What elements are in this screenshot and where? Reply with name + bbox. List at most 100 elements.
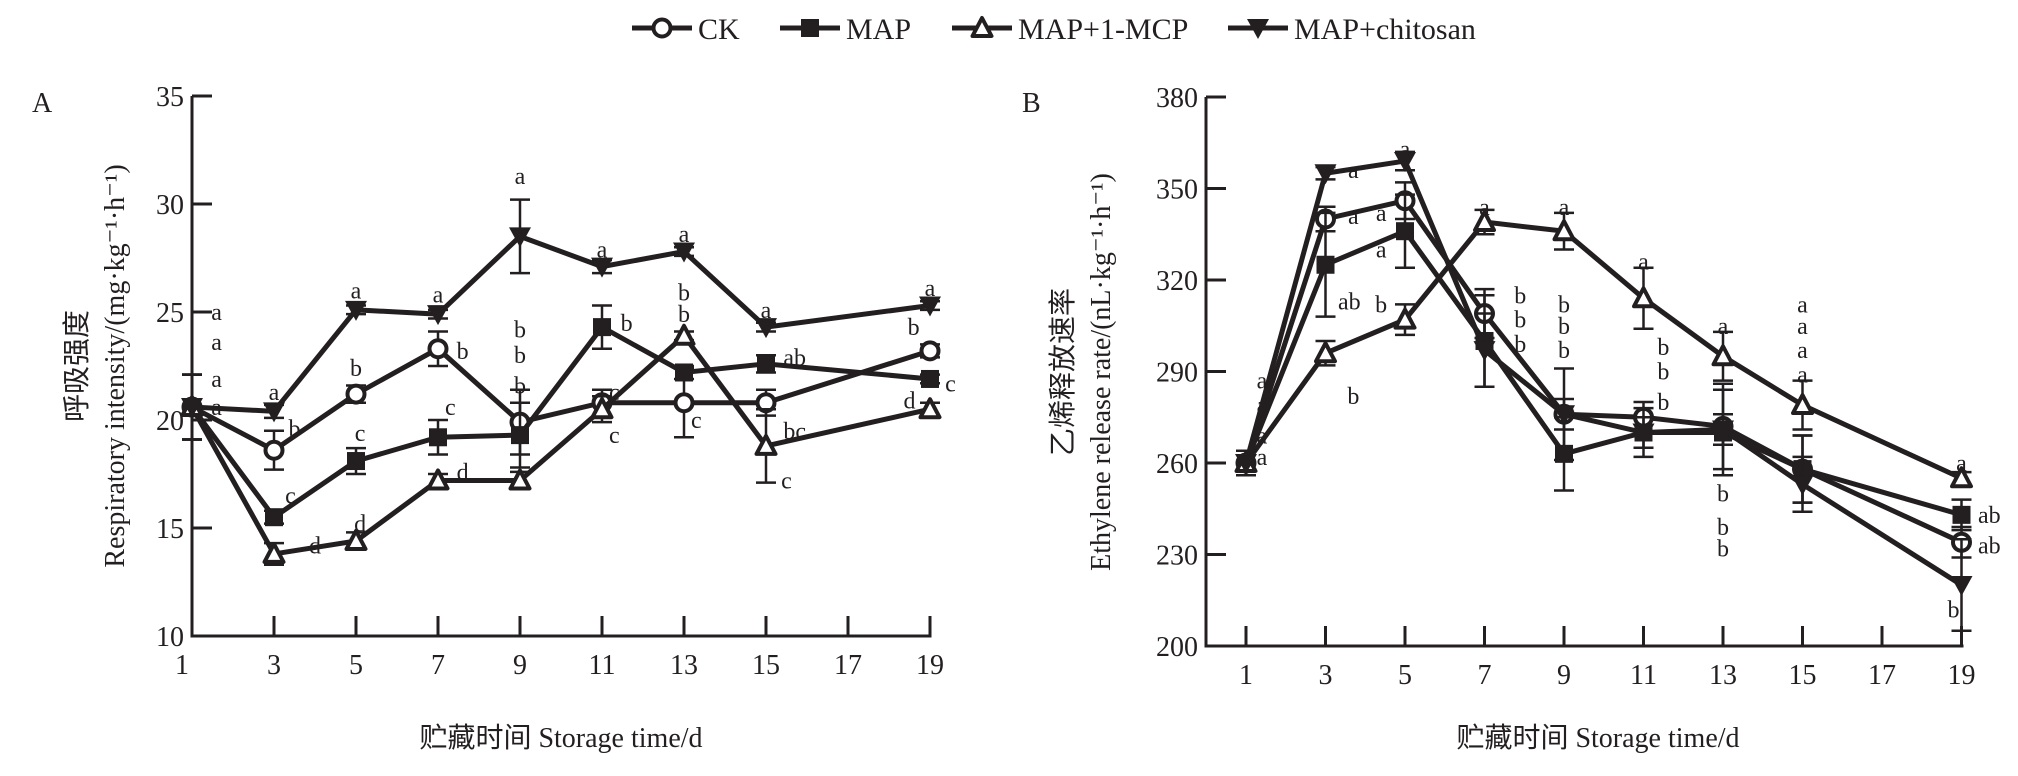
x-axis-title-b: 贮藏时间 Storage time/d [1456,722,1739,754]
series-ck [181,330,941,471]
y-tick-label: 290 [1156,358,1198,389]
significance-letter: a [1797,363,1808,389]
significance-letter: ab [1978,503,2001,529]
significance-letter: a [1559,195,1570,221]
significance-letter: b [1514,308,1526,334]
significance-letter: d [309,533,321,559]
significance-letter: a [1400,137,1411,163]
significance-letter: a [597,237,608,263]
data-point-map [675,363,693,382]
y-tick-label: 230 [1156,541,1198,572]
legend-label: CK [698,13,740,46]
significance-letter: c [285,484,296,510]
data-point-chi [181,398,203,419]
x-tick-label: 7 [431,650,445,681]
series-b [1234,150,1973,632]
significance-letter: a [211,330,222,356]
data-point-mcp [1393,307,1417,330]
significance-letter: b [514,373,526,399]
significance-letter: c [355,421,366,447]
significance-letter: a [1376,201,1387,227]
data-point-mcp [344,528,368,551]
significance-letter: a [1797,338,1808,364]
data-point-mcp [590,397,614,420]
significance-letter: d [354,512,366,538]
significance-letter: b [1948,597,1960,623]
significance-letter: a [1348,158,1359,184]
y-tick-label: 350 [1156,175,1198,206]
data-point-map [511,426,529,445]
significance-letter: a [1257,393,1268,419]
significance-letter: a [1257,445,1268,471]
x-tick-label: 11 [1630,660,1657,691]
significance-letter: a [679,222,690,248]
data-point-chi [1553,405,1575,426]
significance-letter: ab [1978,533,2001,559]
data-point-mcp [1632,286,1655,309]
data-point-chi [1632,423,1655,444]
significance-letter: b [1717,482,1729,508]
legend: CK MAP MAP+1-MCP MAP+chitosan [632,13,1476,46]
significance-letter: d [904,389,916,415]
legend-label: MAP [846,13,911,46]
square-filled-icon [801,19,819,37]
x-tick-label: 1 [175,650,189,681]
significance-letter: c [609,423,620,449]
series-ck [1235,181,1972,559]
x-tick-label: 3 [267,650,281,681]
legend-item-mcp: MAP+1-MCP [952,13,1188,46]
data-point-map [347,452,365,471]
series-mcp [1234,208,1973,489]
series-line [1243,219,1963,481]
x-tick-label: 19 [916,650,944,681]
significance-letter: b [350,356,362,382]
significance-letter: a [1257,424,1268,450]
significance-letter: c [945,371,956,397]
significance-letter: b [514,317,526,343]
significance-letter: b [1717,536,1729,562]
triangle-down-filled-icon [1247,19,1269,39]
y-axis-title-cn-b: 乙烯释放速率 [1047,288,1079,456]
triangle-up-open-icon [970,16,994,38]
x-tick-label: 19 [1948,660,1976,691]
x-tick-label: 15 [752,650,780,681]
x-tick-label: 9 [513,650,527,681]
x-tick-label: 15 [1789,660,1817,691]
data-point-chi [1235,454,1257,474]
x-tick-label: 11 [589,650,616,681]
y-tick-label: 200 [1156,632,1198,663]
circle-open-icon [651,17,673,39]
data-point-chi [755,318,777,339]
significance-letter: b [1514,332,1526,358]
data-point-chi [1791,475,1814,496]
significance-letter: b [1375,292,1387,318]
y-axis-title-en-a: Respiratory intensity/(mg·kg⁻¹·h⁻¹) [100,164,131,567]
data-point-mcp [1711,344,1735,367]
significance-letter: a [515,164,526,190]
y-axis-title-en-b: Ethylene release rate/(nL·kg⁻¹·h⁻¹) [1086,173,1117,571]
data-point-mcp [508,468,532,491]
data-point-chi [1314,164,1337,185]
y-tick-label: 25 [156,298,184,329]
significance-letter: a [351,278,362,304]
legend-item-chi: MAP+chitosan [1228,13,1476,46]
significance-letter: b [1657,390,1669,416]
data-point-map [429,428,447,447]
significance-letter: b [289,417,301,443]
significance-letter: a [1479,195,1490,221]
data-point-mcp [1950,466,1973,489]
significance-letter: ab [783,345,806,371]
data-point-chi [919,296,941,317]
data-point-ck [345,383,367,405]
x-tick-label: 7 [1478,660,1492,691]
data-point-mcp [262,541,286,564]
data-point-map [265,508,283,527]
significance-letter: a [1257,369,1268,395]
series-map [1236,193,1972,532]
y-tick-label: 10 [156,622,184,653]
x-tick-label: 17 [834,650,862,681]
data-point-map [921,369,939,388]
